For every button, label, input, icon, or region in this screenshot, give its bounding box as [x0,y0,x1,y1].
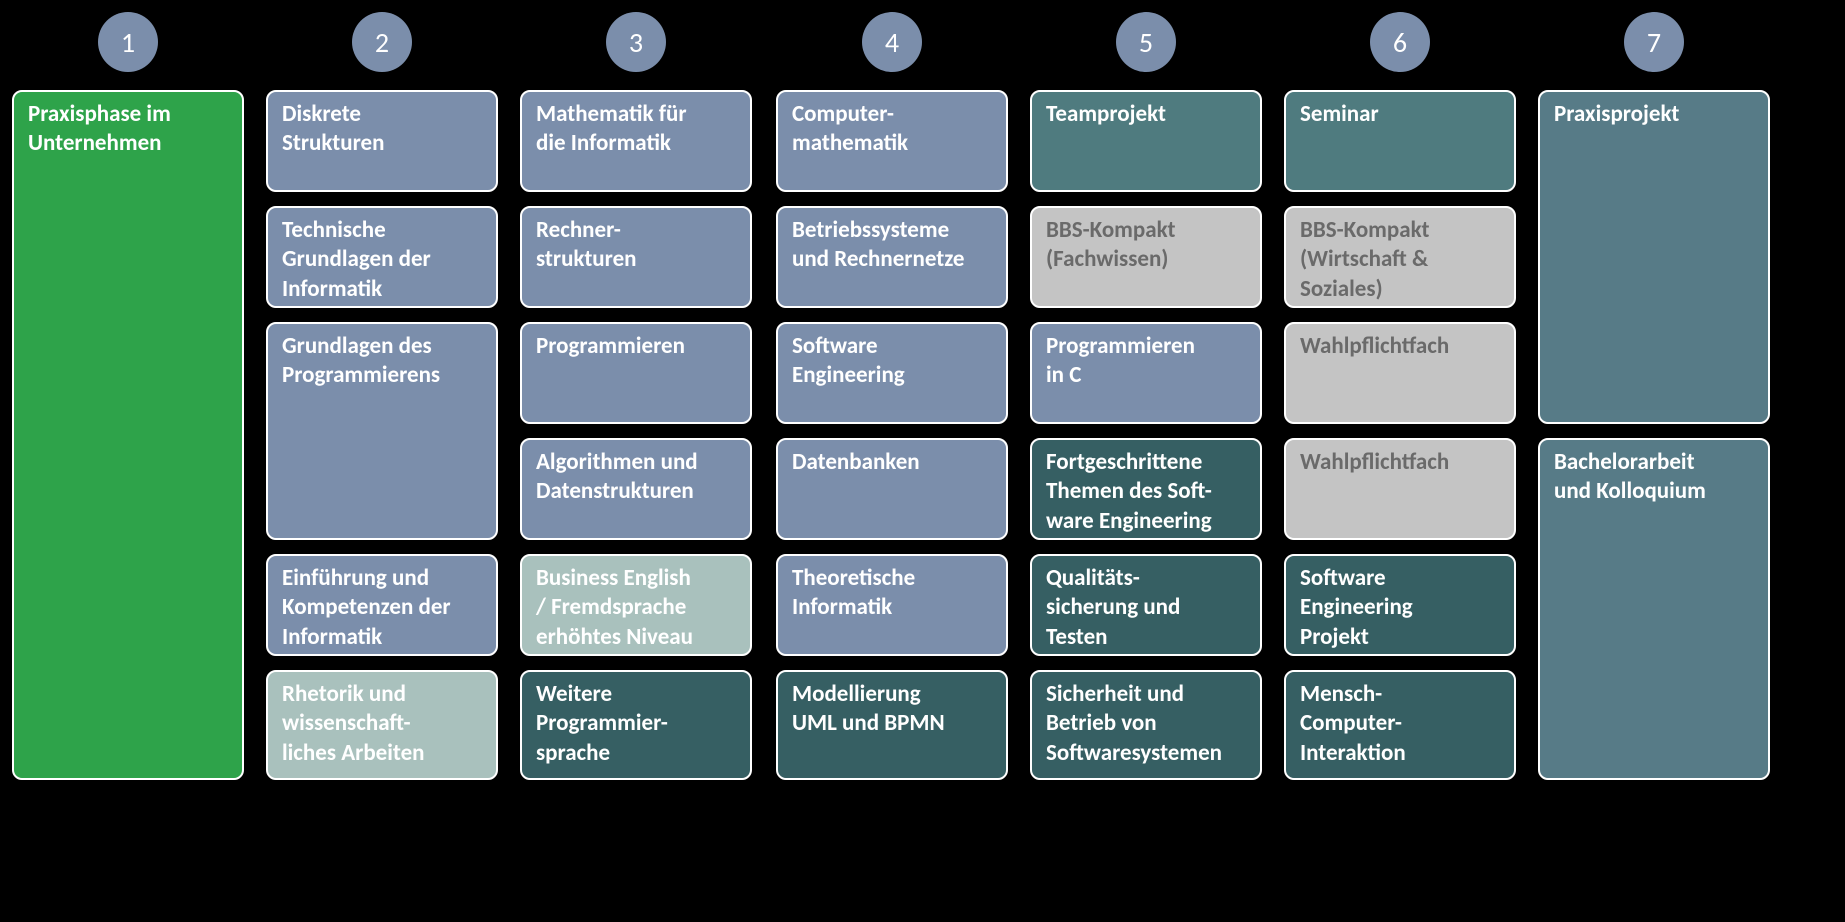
module-card-label: Rhetorik und wissenschaft- liches Arbeit… [282,680,425,768]
module-card-label: Praxisphase im Unternehmen [28,100,171,159]
module-card-c3-rechner: Rechner- strukturen [520,206,752,308]
semester-badge-label: 6 [1393,25,1407,60]
module-card-label: Weitere Programmier- sprache [536,680,668,768]
module-card-label: Teamprojekt [1046,100,1166,129]
module-card-label: Sicherheit und Betrieb von Softwaresyste… [1046,680,1222,768]
semester-badge-6: 6 [1370,12,1430,72]
module-card-label: Fortgeschrittene Themen des Soft- ware E… [1046,448,1212,536]
module-card-label: Bachelorarbeit und Kolloquium [1554,448,1706,507]
module-card-label: Wahlpflichtfach [1300,448,1449,477]
module-card-label: Modellierung UML und BPMN [792,680,945,739]
module-card-label: Einführung und Kompetenzen der Informati… [282,564,451,652]
semester-badge-1: 1 [98,12,158,72]
module-card-c2-rhetorik: Rhetorik und wissenschaft- liches Arbeit… [266,670,498,780]
module-card-label: Computer- mathematik [792,100,908,159]
module-card-c3-weitere: Weitere Programmier- sprache [520,670,752,780]
module-card-c6-mci: Mensch- Computer- Interaktion [1284,670,1516,780]
module-card-c3-mathe: Mathematik für die Informatik [520,90,752,192]
module-card-c1-praxis: Praxisphase im Unternehmen [12,90,244,780]
module-card-c6-seminar: Seminar [1284,90,1516,192]
module-card-label: Theoretische Informatik [792,564,915,623]
module-card-c3-prog: Programmieren [520,322,752,424]
module-card-label: Algorithmen und Datenstrukturen [536,448,698,507]
module-card-label: Mathematik für die Informatik [536,100,687,159]
module-card-c5-qs: Qualitäts- sicherung und Testen [1030,554,1262,656]
module-card-c3-algo: Algorithmen und Datenstrukturen [520,438,752,540]
module-card-c6-bbs: BBS-Kompakt (Wirtschaft & Soziales) [1284,206,1516,308]
semester-badge-7: 7 [1624,12,1684,72]
semester-badge-5: 5 [1116,12,1176,72]
module-card-c6-wpf1: Wahlpflichtfach [1284,322,1516,424]
curriculum-grid: 1 2 3 4 5 6 7 Praxisphase im Unternehmen Diskret… [0,0,1845,922]
module-card-label: Technische Grundlagen der Informatik [282,216,431,304]
module-card-c5-bbs: BBS-Kompakt (Fachwissen) [1030,206,1262,308]
module-card-c5-ftse: Fortgeschrittene Themen des Soft- ware E… [1030,438,1262,540]
semester-badge-4: 4 [862,12,922,72]
module-card-c4-uml: Modellierung UML und BPMN [776,670,1008,780]
module-card-c2-tgi: Technische Grundlagen der Informatik [266,206,498,308]
module-card-label: BBS-Kompakt (Wirtschaft & Soziales) [1300,216,1430,304]
module-card-label: Seminar [1300,100,1379,129]
module-card-label: Diskrete Strukturen [282,100,384,159]
semester-badge-2: 2 [352,12,412,72]
module-card-label: Software Engineering Projekt [1300,564,1413,652]
semester-badge-label: 4 [885,25,899,60]
semester-badge-label: 1 [121,25,135,60]
module-card-label: Datenbanken [792,448,920,477]
module-card-c2-diskrete: Diskrete Strukturen [266,90,498,192]
module-card-c3-bizeng: Business English / Fremdsprache erhöhtes… [520,554,752,656]
module-card-c4-db: Datenbanken [776,438,1008,540]
module-card-label: Business English / Fremdsprache erhöhtes… [536,564,693,652]
module-card-label: Software Engineering [792,332,905,391]
module-card-c7-bachelor: Bachelorarbeit und Kolloquium [1538,438,1770,780]
module-card-c7-praxisp: Praxisprojekt [1538,90,1770,424]
semester-badge-label: 7 [1647,25,1661,60]
module-card-label: Rechner- strukturen [536,216,637,275]
module-card-c4-se: Software Engineering [776,322,1008,424]
module-card-c5-progc: Programmieren in C [1030,322,1262,424]
module-card-c4-bsrn: Betriebssysteme und Rechnernetze [776,206,1008,308]
module-card-label: Praxisprojekt [1554,100,1679,129]
module-card-c5-sec: Sicherheit und Betrieb von Softwaresyste… [1030,670,1262,780]
module-card-label: Programmieren [536,332,685,361]
module-card-c2-einfk: Einführung und Kompetenzen der Informati… [266,554,498,656]
module-card-c5-team: Teamprojekt [1030,90,1262,192]
module-card-label: Grundlagen des Programmierens [282,332,440,391]
module-card-label: Mensch- Computer- Interaktion [1300,680,1406,768]
module-card-label: Qualitäts- sicherung und Testen [1046,564,1180,652]
module-card-c6-sep: Software Engineering Projekt [1284,554,1516,656]
module-card-c2-gprog: Grundlagen des Programmierens [266,322,498,540]
semester-badge-3: 3 [606,12,666,72]
semester-badge-label: 5 [1139,25,1153,60]
module-card-label: BBS-Kompakt (Fachwissen) [1046,216,1176,275]
module-card-label: Betriebssysteme und Rechnernetze [792,216,965,275]
semester-badge-label: 2 [375,25,389,60]
module-card-label: Wahlpflichtfach [1300,332,1449,361]
module-card-c6-wpf2: Wahlpflichtfach [1284,438,1516,540]
semester-badge-label: 3 [629,25,643,60]
module-card-c4-theo: Theoretische Informatik [776,554,1008,656]
module-card-label: Programmieren in C [1046,332,1195,391]
module-card-c4-compmath: Computer- mathematik [776,90,1008,192]
